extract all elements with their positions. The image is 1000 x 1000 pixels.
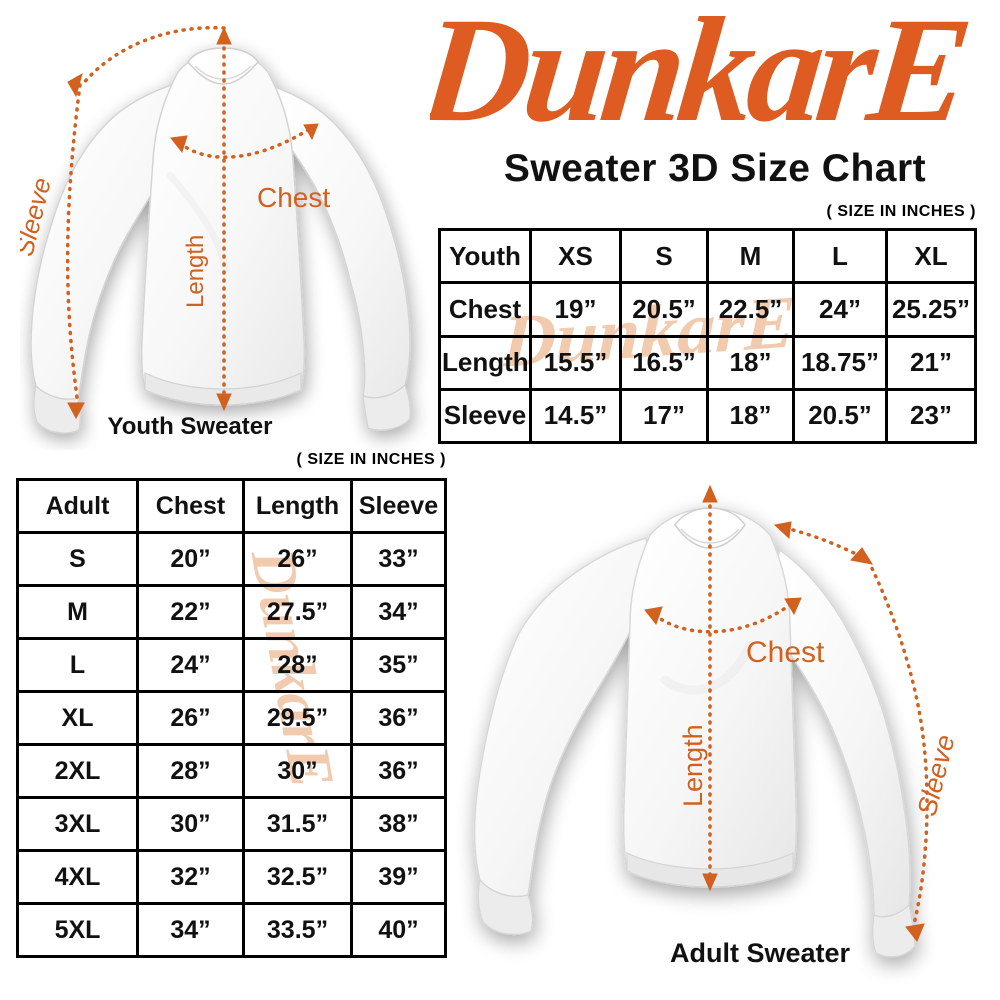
svg-text:Chest: Chest (257, 182, 330, 213)
svg-text:Sleeve: Sleeve (912, 732, 961, 819)
svg-text:Length: Length (182, 235, 209, 308)
svg-text:DunkarE: DunkarE (430, 0, 973, 153)
svg-text:Length: Length (678, 724, 708, 807)
svg-text:Chest: Chest (746, 636, 825, 669)
